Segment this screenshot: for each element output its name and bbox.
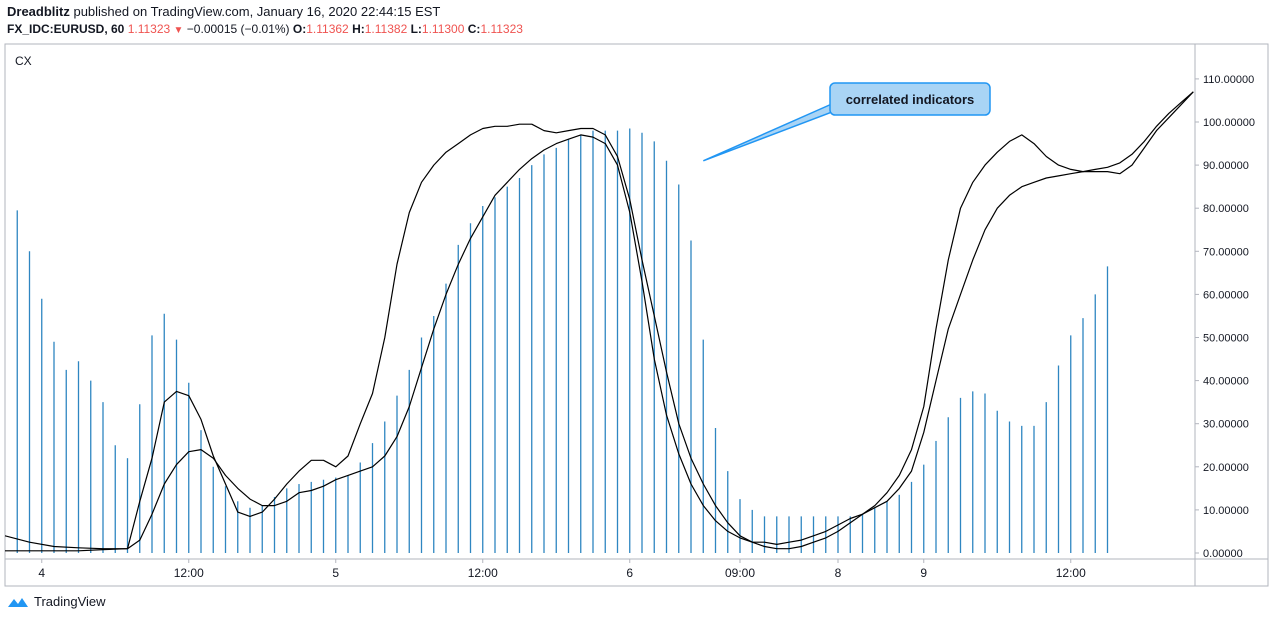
tradingview-brand[interactable]: TradingView bbox=[7, 594, 106, 609]
y-tick-label: 70.00000 bbox=[1203, 246, 1249, 258]
time-axis[interactable]: 4 12:00 5 12:00 6 09:00 8 9 12:00 bbox=[38, 559, 1086, 580]
annotation-callout[interactable]: correlated indicators bbox=[702, 82, 991, 162]
line-layer bbox=[5, 91, 1194, 552]
symbol-name: FX_IDC:EURUSD, 60 bbox=[7, 22, 125, 36]
publish-info: Dreadblitz published on TradingView.com,… bbox=[7, 4, 440, 19]
y-tick-label: 50.00000 bbox=[1203, 333, 1249, 345]
x-tick-label: 12:00 bbox=[468, 566, 498, 580]
y-tick-label: 90.00000 bbox=[1203, 160, 1249, 172]
price-chart[interactable]: CX 0.0000010.0000020.0000030.0000040.000… bbox=[0, 40, 1274, 590]
open-label: O: bbox=[292, 22, 307, 36]
close-label: C: bbox=[467, 22, 481, 36]
y-tick-label: 20.00000 bbox=[1203, 462, 1249, 474]
price-axis[interactable]: 0.00000 10.00000 20.00000 30.00000 40.00000 5… bbox=[1195, 74, 1255, 560]
y-tick-label: 80.00000 bbox=[1203, 203, 1249, 215]
tradingview-cloud-icon bbox=[8, 597, 28, 607]
y-tick-label: 60.00000 bbox=[1203, 289, 1249, 301]
price-change: −0.00015 (−0.01%) bbox=[186, 22, 290, 36]
high-label: H: bbox=[352, 22, 365, 36]
y-tick-label: 30.00000 bbox=[1203, 419, 1249, 431]
series-line-1 bbox=[5, 91, 1194, 550]
x-tick-label: 4 bbox=[38, 566, 45, 580]
brand-name: TradingView bbox=[34, 594, 106, 609]
symbol-legend: FX_IDC:EURUSD, 60 1.11323 ▼ −0.00015 (−0… bbox=[7, 22, 523, 36]
author-name[interactable]: Dreadblitz bbox=[7, 4, 70, 19]
x-tick-label: 9 bbox=[920, 566, 927, 580]
y-tick-label: 0.00000 bbox=[1203, 548, 1243, 560]
callout-pointer bbox=[702, 102, 842, 162]
callout-text: correlated indicators bbox=[846, 92, 975, 107]
callout-joint bbox=[831, 103, 841, 109]
y-tick-label: 10.00000 bbox=[1203, 505, 1249, 517]
triangle-down-icon: ▼ bbox=[173, 25, 184, 36]
x-tick-label: 12:00 bbox=[174, 566, 204, 580]
y-tick-label: 100.00000 bbox=[1203, 117, 1255, 129]
low-label: L: bbox=[410, 22, 422, 36]
y-tick-label: 110.00000 bbox=[1203, 74, 1254, 86]
series-line-2 bbox=[5, 91, 1194, 552]
y-tick-label: 40.00000 bbox=[1203, 376, 1249, 388]
indicator-label: CX bbox=[15, 54, 32, 68]
x-tick-label: 12:00 bbox=[1056, 566, 1086, 580]
close-value: 1.11323 bbox=[480, 22, 523, 36]
last-price: 1.11323 bbox=[127, 22, 171, 36]
chart-frame bbox=[4, 43, 1269, 587]
x-tick-label: 5 bbox=[332, 566, 339, 580]
callout-box[interactable] bbox=[829, 82, 991, 116]
x-tick-label: 6 bbox=[626, 566, 633, 580]
open-value: 1.11362 bbox=[306, 22, 349, 36]
low-value: 1.11300 bbox=[421, 22, 465, 36]
x-tick-label: 8 bbox=[835, 566, 842, 580]
published-text: published on TradingView.com, January 16… bbox=[73, 4, 441, 19]
histogram-layer bbox=[16, 128, 1109, 553]
x-tick-label: 09:00 bbox=[725, 566, 755, 580]
high-value: 1.11382 bbox=[364, 22, 408, 36]
